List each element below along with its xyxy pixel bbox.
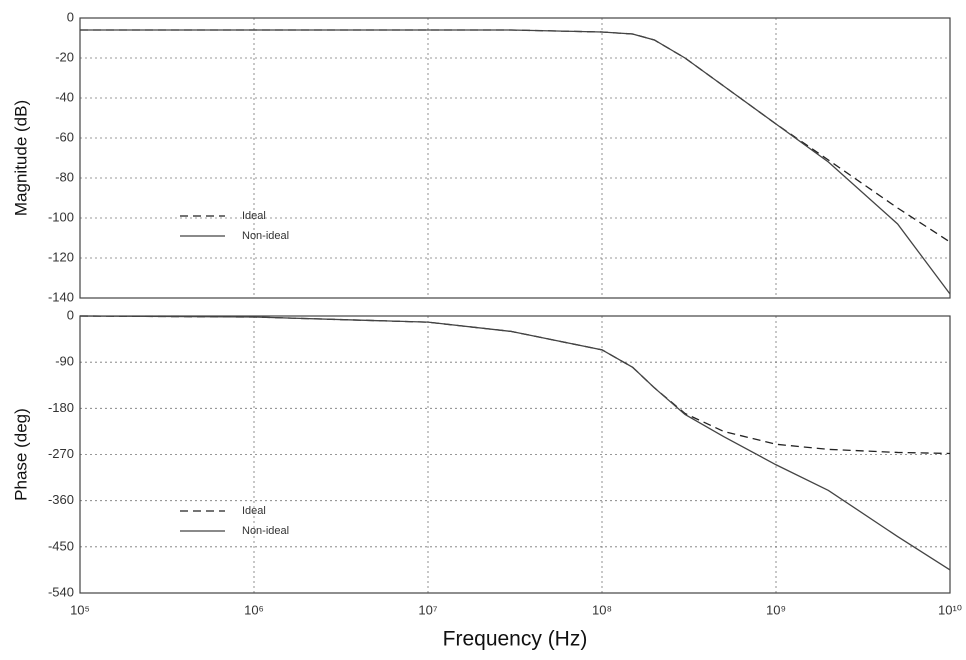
x-tick-label: 10⁸ (592, 602, 612, 617)
y-axis-title: Magnitude (dB) (11, 100, 30, 216)
y-axis-title: Phase (deg) (11, 408, 30, 501)
x-tick-label: 10¹⁰ (938, 602, 962, 617)
x-tick-label: 10⁶ (244, 602, 264, 617)
legend-label: Ideal (242, 210, 266, 222)
y-tick-label: -100 (48, 209, 74, 224)
y-tick-label: -360 (48, 492, 74, 507)
y-tick-label: -120 (48, 249, 74, 264)
y-tick-label: -60 (55, 129, 74, 144)
x-tick-label: 10⁹ (766, 602, 786, 617)
x-tick-label: 10⁵ (70, 602, 90, 617)
plot-frame (79, 315, 951, 594)
y-tick-label: -80 (55, 169, 74, 184)
data-line (79, 315, 951, 455)
x-tick-label: 10⁷ (418, 602, 437, 617)
y-tick-label: -20 (55, 49, 74, 64)
y-tick-label: -40 (55, 89, 74, 104)
data-line (80, 29, 951, 243)
y-tick-label: -90 (55, 354, 74, 369)
y-tick-label: -450 (48, 538, 74, 553)
plot-frame (79, 17, 951, 299)
x-axis-title: Frequency (Hz) (443, 628, 588, 651)
legend-label: Non-ideal (242, 230, 289, 242)
y-tick-label: -180 (48, 400, 74, 415)
y-tick-label: -270 (48, 446, 74, 461)
data-line (80, 29, 951, 295)
y-tick-label: 0 (67, 9, 74, 24)
legend-label: Ideal (242, 505, 266, 517)
legend-label: Non-ideal (242, 525, 289, 537)
y-tick-label: -540 (48, 584, 74, 599)
y-tick-label: 0 (67, 307, 74, 322)
data-line (79, 315, 951, 571)
y-tick-label: -140 (48, 289, 74, 304)
